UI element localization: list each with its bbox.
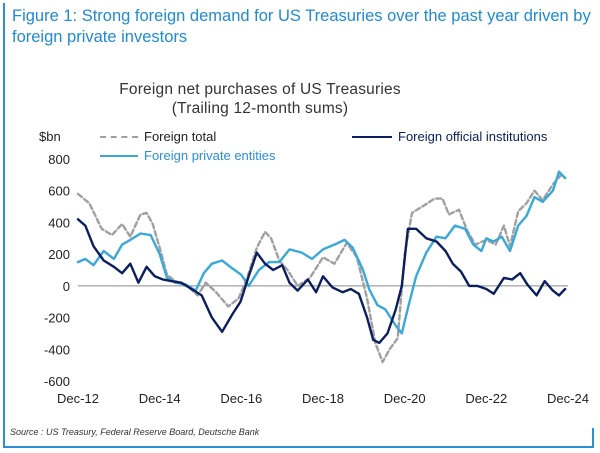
- chart-title: Foreign net purchases of US Treasuries: [119, 81, 401, 98]
- legend-item-foreign-total: Foreign total: [100, 129, 216, 144]
- legend-swatch-dashed: [100, 135, 138, 138]
- chart-title-block: Foreign net purchases of US Treasuries (…: [60, 80, 460, 118]
- figure-frame: [3, 3, 594, 448]
- x-tick-label: Dec-12: [57, 391, 99, 406]
- y-axis-unit: $bn: [39, 129, 61, 144]
- y-tick-label: 400: [48, 215, 70, 230]
- legend-item-foreign-official: Foreign official institutions: [352, 129, 547, 144]
- source-note: Source : US Treasury, Federal Reserve Bo…: [10, 427, 260, 437]
- legend-label: Foreign total: [144, 129, 217, 144]
- x-tick-label: Dec-16: [220, 391, 262, 406]
- y-tick-label: -400: [44, 342, 70, 357]
- x-tick-label: Dec-20: [384, 391, 426, 406]
- y-tick-label: 0: [63, 279, 70, 294]
- legend-swatch-light-blue: [100, 154, 138, 157]
- legend-item-foreign-private: Foreign private entities: [100, 148, 276, 163]
- y-tick-label: 200: [48, 247, 70, 262]
- chart-subtitle: (Trailing 12-month sums): [171, 100, 349, 117]
- series-line-foreign-official-institutions: [76, 218, 567, 345]
- x-tick-label: Dec-24: [547, 391, 589, 406]
- x-tick-label: Dec-14: [139, 391, 181, 406]
- legend-label: Foreign official institutions: [398, 129, 548, 144]
- y-tick-label: 800: [48, 152, 70, 167]
- legend-swatch-navy: [352, 135, 392, 138]
- y-tick-label: 600: [48, 184, 70, 199]
- y-tick-label: -200: [44, 311, 70, 326]
- series-line-foreign-private-entities: [76, 170, 567, 335]
- series-line-foreign-total: [76, 173, 567, 364]
- x-tick-label: Dec-18: [302, 391, 344, 406]
- y-tick-label: -600: [44, 374, 70, 389]
- legend-label: Foreign private entities: [144, 148, 276, 163]
- frame-corner-mark: [592, 428, 594, 448]
- x-tick-label: Dec-22: [465, 391, 507, 406]
- figure-title: Figure 1: Strong foreign demand for US T…: [12, 7, 591, 46]
